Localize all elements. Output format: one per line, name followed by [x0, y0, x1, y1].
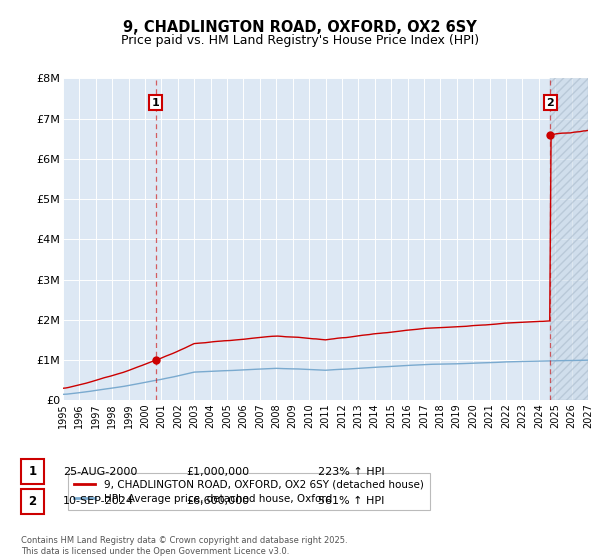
Text: 1: 1: [152, 97, 160, 108]
Text: 25-AUG-2000: 25-AUG-2000: [63, 466, 137, 477]
Text: £6,600,000: £6,600,000: [186, 496, 249, 506]
Legend: 9, CHADLINGTON ROAD, OXFORD, OX2 6SY (detached house), HPI: Average price, detac: 9, CHADLINGTON ROAD, OXFORD, OX2 6SY (de…: [68, 473, 430, 510]
Text: 223% ↑ HPI: 223% ↑ HPI: [318, 466, 385, 477]
Text: 1: 1: [28, 465, 37, 478]
Text: 2: 2: [547, 97, 554, 108]
Text: 9, CHADLINGTON ROAD, OXFORD, OX2 6SY: 9, CHADLINGTON ROAD, OXFORD, OX2 6SY: [123, 20, 477, 35]
Text: Price paid vs. HM Land Registry's House Price Index (HPI): Price paid vs. HM Land Registry's House …: [121, 34, 479, 46]
Text: 561% ↑ HPI: 561% ↑ HPI: [318, 496, 385, 506]
Text: £1,000,000: £1,000,000: [186, 466, 249, 477]
Text: Contains HM Land Registry data © Crown copyright and database right 2025.
This d: Contains HM Land Registry data © Crown c…: [21, 536, 347, 556]
Bar: [550, 78, 588, 400]
Text: 10-SEP-2024: 10-SEP-2024: [63, 496, 134, 506]
Text: 2: 2: [28, 494, 37, 508]
